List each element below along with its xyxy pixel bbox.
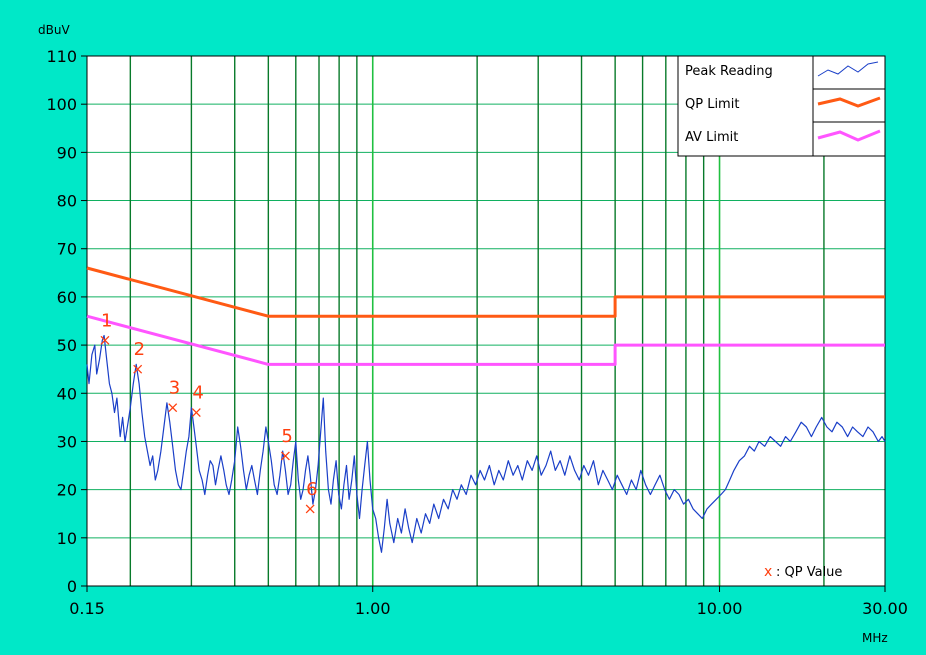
y-tick-label: 90 xyxy=(57,143,77,162)
y-tick-label: 110 xyxy=(46,47,77,66)
qp-marker-label: 2 xyxy=(134,339,145,360)
y-tick-label: 50 xyxy=(57,336,77,355)
x-tick-label: 30.00 xyxy=(862,599,908,618)
qp-value-symbol: x xyxy=(764,564,772,580)
qp-value-text: : QP Value xyxy=(776,565,842,580)
legend-box xyxy=(677,55,886,157)
qp-marker-x xyxy=(168,403,178,413)
x-tick-label: 1.00 xyxy=(355,599,391,618)
x-tick-label: 10.00 xyxy=(697,599,743,618)
legend-swatch-qp xyxy=(817,96,881,108)
qp-marker: 5 xyxy=(280,426,293,461)
y-tick-label: 70 xyxy=(57,240,77,259)
y-tick-label: 0 xyxy=(67,577,77,596)
series-line-qp-limit xyxy=(86,266,885,318)
qp-marker-label: 5 xyxy=(281,426,292,447)
qp-marker: 6 xyxy=(305,479,318,514)
qp-marker-label: 1 xyxy=(101,310,112,331)
y-tick-label: 40 xyxy=(57,384,77,403)
y-tick-label: 10 xyxy=(57,529,77,548)
y-tick-label: 100 xyxy=(46,95,77,114)
legend-swatch-peak xyxy=(817,61,879,77)
qp-marker-x xyxy=(280,451,290,461)
qp-marker: 1 xyxy=(100,310,112,345)
y-tick-label: 60 xyxy=(57,288,77,307)
plot-frame xyxy=(86,55,886,587)
qp-marker: 3 xyxy=(168,378,180,413)
qp-marker-x xyxy=(133,364,143,374)
qp-marker-label: 4 xyxy=(192,383,203,404)
legend: Peak Reading QP Limit AV Limit xyxy=(677,55,886,157)
qp-marker-label: 6 xyxy=(306,479,317,500)
y-tick-label: 20 xyxy=(57,481,77,500)
series xyxy=(86,266,886,553)
y-tick-label: 80 xyxy=(57,192,77,211)
x-axis-label: MHz xyxy=(862,631,888,645)
qp-marker-x xyxy=(100,335,110,345)
y-axis-label: dBuV xyxy=(38,23,70,37)
qp-marker: 2 xyxy=(133,339,145,374)
axes: 0 10 20 30 40 50 60 70 80 90 100 110 0.15 1.00 10.00 30… xyxy=(46,47,907,618)
qp-marker-x xyxy=(305,504,315,514)
legend-swatch-av xyxy=(817,129,881,142)
x-tick-label: 0.15 xyxy=(69,599,105,618)
markers: 1 2 3 4 5 6 xyxy=(100,310,318,514)
y-tick-label: 30 xyxy=(57,432,77,451)
legend-label-av: AV Limit xyxy=(685,130,738,145)
qp-marker: 4 xyxy=(191,383,204,418)
legend-label-peak: Peak Reading xyxy=(685,64,773,79)
qp-marker-x xyxy=(191,408,201,418)
series-line-peak-reading xyxy=(86,334,886,553)
qp-value-annotation: x : QP Value xyxy=(764,564,842,580)
qp-marker-label: 3 xyxy=(169,378,180,399)
series-line-av-limit xyxy=(86,314,885,366)
legend-label-qp: QP Limit xyxy=(685,97,739,112)
